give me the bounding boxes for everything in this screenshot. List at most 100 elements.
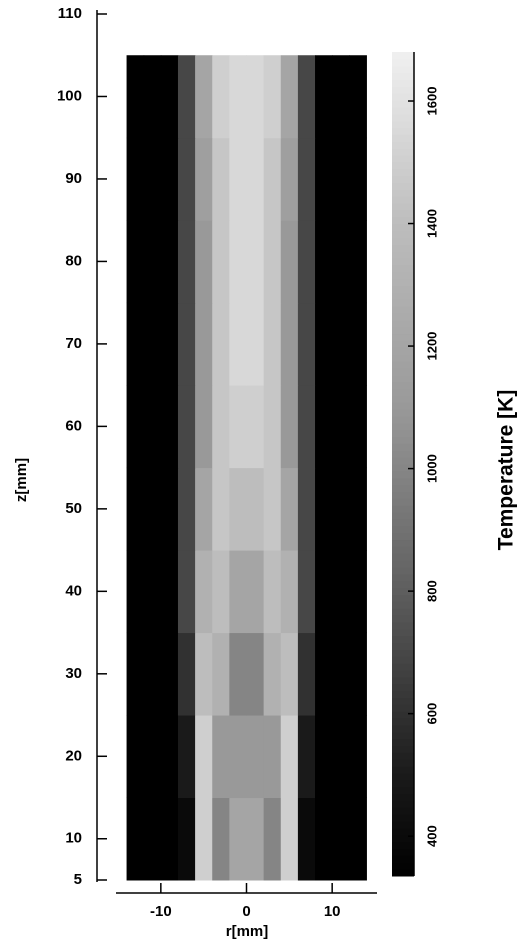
heat-cell [298,798,316,881]
heat-cell [195,633,213,716]
colorbar-segment [392,828,414,835]
heat-cell [144,55,162,138]
colorbar-segment [392,855,414,862]
heat-cell [264,220,282,303]
colorbar-segment [392,670,414,677]
colorbar-segment [392,416,414,423]
colorbar-segment [392,292,414,299]
heat-cell [144,385,162,468]
heat-cell [144,468,162,551]
heat-cell [161,138,179,221]
colorbar-segment [392,471,414,478]
colorbar-segment [392,485,414,492]
heat-cell [195,715,213,798]
colorbar-segment [392,265,414,272]
heat-cell [127,385,145,468]
colorbar-segment [392,711,414,718]
colorbar-segment [392,272,414,279]
heat-cell [349,55,367,138]
heat-cell [298,715,316,798]
colorbar-tick-label: 800 [424,580,439,602]
heat-cell [349,715,367,798]
heat-cell [349,385,367,468]
heat-cell [264,633,282,716]
colorbar-segment [392,388,414,395]
heat-cell [247,55,265,138]
colorbar-segment [392,375,414,382]
colorbar-segment [392,409,414,416]
colorbar-segment [392,320,414,327]
colorbar-segment [392,93,414,100]
colorbar-segment [392,594,414,601]
colorbar-segment [392,512,414,519]
colorbar-segment [392,395,414,402]
colorbar-segment [392,437,414,444]
colorbar-segment [392,656,414,663]
heat-cell [247,220,265,303]
heat-cell [161,550,179,633]
colorbar-segment [392,313,414,320]
heat-cell [332,550,350,633]
colorbar-segment [392,224,414,231]
colorbar-segment [392,581,414,588]
colorbar-segment [392,546,414,553]
colorbar-tick-label: 400 [424,825,439,847]
heat-cell [332,633,350,716]
heat-cell [247,303,265,386]
heat-cell [229,715,247,798]
colorbar-segment [392,684,414,691]
heat-cell [161,220,179,303]
colorbar-segment [392,526,414,533]
heat-cell [349,303,367,386]
colorbar-segment [392,540,414,547]
colorbar-segment [392,141,414,148]
colorbar-segment [392,59,414,66]
colorbar-segment [392,176,414,183]
heat-cell [247,798,265,881]
colorbar-segment [392,567,414,574]
heat-cell [332,138,350,221]
heat-cell [127,55,145,138]
colorbar-segment [392,752,414,759]
colorbar-segment [392,231,414,238]
colorbar-segment [392,869,414,876]
x-tick-label: 10 [324,903,341,920]
heat-cell [332,468,350,551]
colorbar-segment [392,697,414,704]
heat-cell [127,550,145,633]
y-tick-label: 80 [65,252,82,269]
colorbar-segment [392,121,414,128]
y-tick-label: 20 [65,747,82,764]
heat-cell [315,138,333,221]
heat-cell [229,633,247,716]
heat-cell [264,798,282,881]
heat-cell [178,220,196,303]
colorbar-segment [392,258,414,265]
colorbar-segment [392,354,414,361]
heat-cell [281,385,299,468]
y-tick-label: 30 [65,665,82,682]
heat-cell [247,550,265,633]
x-tick-label: 0 [242,903,250,920]
colorbar-segment [392,162,414,169]
colorbar-segment [392,677,414,684]
colorbar-segment [392,615,414,622]
colorbar-segment [392,155,414,162]
heat-cell [315,550,333,633]
heat-cell [264,715,282,798]
heat-cell [127,138,145,221]
heat-cell [161,385,179,468]
heat-cell [332,55,350,138]
heat-cell [315,55,333,138]
colorbar-segment [392,450,414,457]
heat-cell [127,468,145,551]
heat-cell [178,138,196,221]
colorbar-tick-label: 1000 [424,454,439,483]
heat-cell [281,55,299,138]
heat-cell [195,138,213,221]
heat-cell [127,633,145,716]
heat-cell [247,138,265,221]
heat-cell [298,468,316,551]
heat-cell [298,55,316,138]
